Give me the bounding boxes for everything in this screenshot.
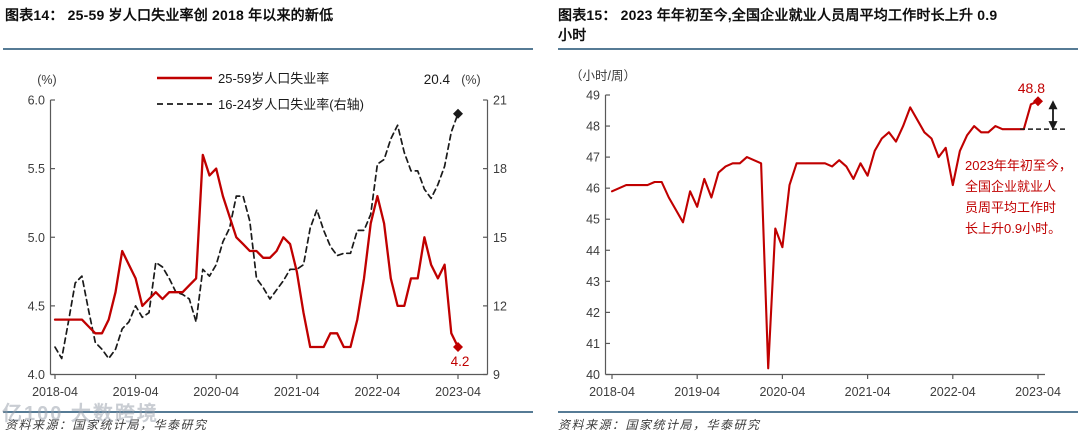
annotation-line: 长上升0.9小时。 — [965, 221, 1061, 236]
annotation-line: 全国企业就业人 — [965, 179, 1056, 194]
left-y-tick-label: 4.0 — [28, 368, 45, 382]
x-tick-label: 2018-04 — [589, 385, 635, 399]
y-tick-label: 49 — [586, 89, 600, 103]
y-tick-label: 45 — [586, 213, 600, 227]
y-tick-label: 42 — [586, 306, 600, 320]
figure-14-source: 资料来源：国家统计局，华泰研究 — [5, 418, 208, 432]
gap-arrow-head-down — [1048, 121, 1058, 131]
figure-15-source: 资料来源：国家统计局，华泰研究 — [558, 418, 761, 432]
figure-15-footer-divider — [558, 411, 1078, 413]
right-axis-unit: (%) — [461, 73, 480, 87]
youth-end-diamond — [453, 108, 463, 119]
y-tick-label: 47 — [586, 151, 600, 165]
y-axis-unit: （小时/周） — [570, 69, 636, 83]
work-hours-chart: 49 48 47 46 45 44 43 42 41 40 2018-04 2019-04 2020-0… — [570, 69, 1072, 399]
x-tick-label: 2022-04 — [930, 385, 976, 399]
y-tick-label: 41 — [586, 337, 600, 351]
figure-15-title-divider — [558, 48, 1078, 50]
watermark: 亿100 大数跨境 — [2, 403, 159, 425]
x-tick-label: 2022-04 — [354, 385, 400, 399]
y-tick-label: 48 — [586, 120, 600, 134]
hours-end-diamond — [1033, 96, 1043, 107]
figure-14-title-divider — [3, 48, 533, 50]
series-16-24-unemployment — [54, 112, 459, 360]
adult-end-diamond — [453, 342, 463, 353]
annotation-line: 员周平均工作时 — [965, 200, 1056, 215]
y-tick-label: 40 — [586, 368, 600, 382]
y-tick-label: 44 — [586, 244, 600, 258]
y-tick-label: 43 — [586, 275, 600, 289]
series-25-59-unemployment — [53, 153, 460, 349]
figure-15-title: 图表15： 2023 年年初至今,全国企业就业人员周平均工作时长上升 0.9 小… — [558, 7, 998, 43]
right-y-tick-label: 18 — [493, 162, 507, 176]
y-tick-label: 46 — [586, 182, 600, 196]
figure-14-footer-divider — [3, 411, 533, 413]
x-tick-label: 2019-04 — [674, 385, 720, 399]
panel-figure-15: 图表15： 2023 年年初至今,全国企业就业人员周平均工作时长上升 0.9 小… — [540, 0, 1080, 436]
left-y-tick-label: 5.0 — [28, 231, 45, 245]
left-axis-unit: (%) — [37, 73, 56, 87]
right-y-tick-label: 9 — [493, 368, 500, 382]
x-tick-label: 2023-04 — [435, 385, 481, 399]
x-tick-label: 2021-04 — [274, 385, 320, 399]
x-tick-label: 2020-04 — [759, 385, 805, 399]
gap-arrow-head-up — [1048, 100, 1058, 110]
right-y-tick-label: 21 — [493, 94, 507, 108]
series-weekly-hours — [610, 100, 1040, 370]
right-y-tick-label: 15 — [493, 231, 507, 245]
figure-14-title: 图表14： 25-59 岁人口失业率创 2018 年以来的新低 — [5, 7, 334, 23]
x-tick-label: 2020-04 — [193, 385, 239, 399]
annotation-line: 2023年年初至今， — [965, 158, 1072, 173]
panel-figure-14: 图表14： 25-59 岁人口失业率创 2018 年以来的新低 6.0 5.5 5.… — [2, 7, 533, 432]
x-tick-label: 2023-04 — [1015, 385, 1061, 399]
x-tick-label: 2021-04 — [845, 385, 891, 399]
left-y-tick-label: 5.5 — [28, 162, 45, 176]
right-y-tick-label: 12 — [493, 299, 507, 313]
youth-end-value: 20.4 — [424, 72, 451, 87]
adult-end-value: 4.2 — [451, 354, 470, 369]
left-y-tick-label: 4.5 — [28, 299, 45, 313]
legend-label: 16-24岁人口失业率(右轴) — [218, 97, 364, 112]
hours-end-value: 48.8 — [1018, 80, 1045, 96]
legend-label: 25-59岁人口失业率 — [218, 71, 329, 86]
left-y-tick-label: 6.0 — [28, 94, 45, 108]
